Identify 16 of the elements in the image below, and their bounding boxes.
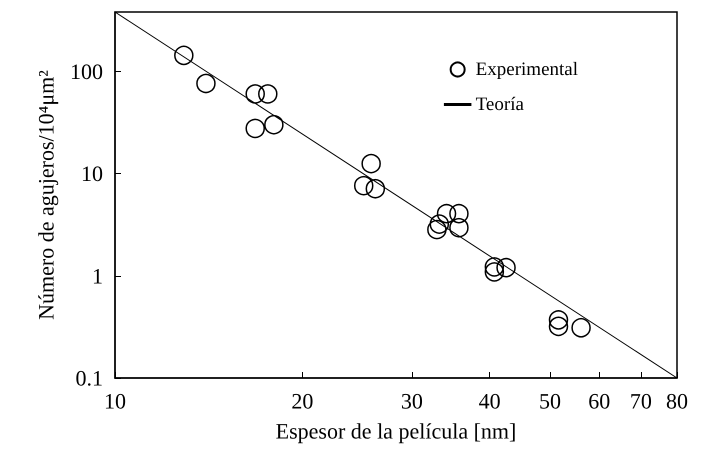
x-tick-label: 70 xyxy=(630,388,652,414)
x-axis-title: Espesor de la película [nm] xyxy=(276,418,516,444)
y-tick-label: 1 xyxy=(92,263,103,288)
y-tick-label: 0.1 xyxy=(76,366,103,390)
x-tick-label: 10 xyxy=(104,388,126,414)
x-tick-label: 60 xyxy=(588,388,610,414)
x-tick-label: 20 xyxy=(291,388,314,414)
x-tick-label: 30 xyxy=(400,388,423,414)
y-axis-title: Número de agujeros/10⁴μm² xyxy=(34,70,58,320)
legend-label: Teoría xyxy=(476,94,524,115)
y-tick-label: 10 xyxy=(81,161,103,186)
x-tick-label: 50 xyxy=(538,388,561,414)
y-tick-label: 100 xyxy=(70,58,103,84)
x-tick-label: 80 xyxy=(666,388,688,414)
x-tick-label: 40 xyxy=(478,388,501,414)
legend-label: Experimental xyxy=(476,59,578,80)
